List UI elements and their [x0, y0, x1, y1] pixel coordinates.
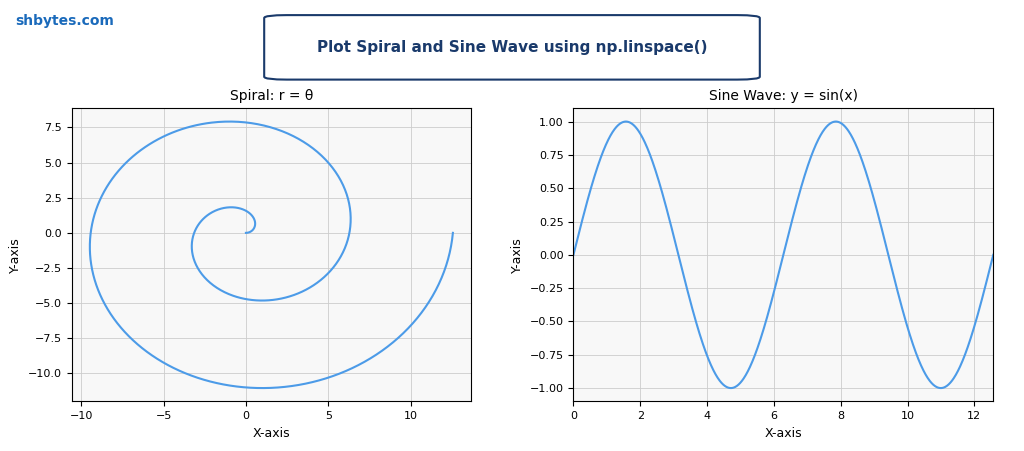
Text: Plot Spiral and Sine Wave using np.linspace(): Plot Spiral and Sine Wave using np.linsp…	[316, 40, 708, 55]
Text: shbytes.com: shbytes.com	[15, 14, 115, 28]
Y-axis label: Y-axis: Y-axis	[511, 237, 524, 273]
Title: Spiral: r = θ: Spiral: r = θ	[229, 89, 313, 103]
X-axis label: X-axis: X-axis	[765, 427, 802, 440]
X-axis label: X-axis: X-axis	[253, 427, 290, 440]
Title: Sine Wave: y = sin(x): Sine Wave: y = sin(x)	[709, 89, 858, 103]
FancyBboxPatch shape	[264, 15, 760, 79]
Y-axis label: Y-axis: Y-axis	[9, 237, 23, 273]
